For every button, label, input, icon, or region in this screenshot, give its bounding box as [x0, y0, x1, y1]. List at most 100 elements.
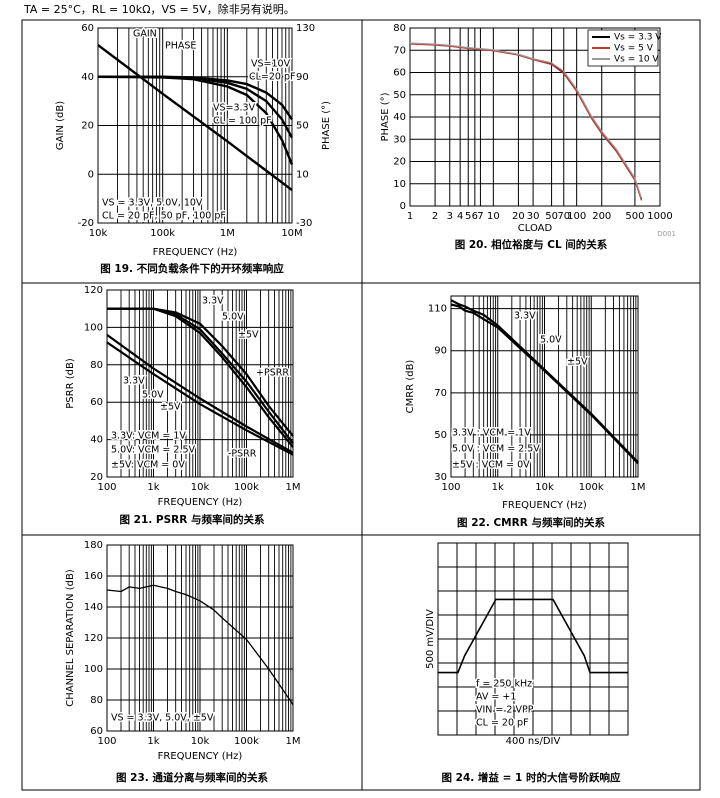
figure-caption: 图 21. PSRR 与频率间的关系: [120, 513, 265, 526]
annotation: 3.3V: [514, 311, 536, 322]
series-line: [409, 42, 643, 200]
figure-caption: 图 20. 相位裕度与 CL 间的关系: [455, 238, 608, 251]
figure-caption: 图 19. 不同负载条件下的开环频率响应: [100, 262, 284, 275]
y-tick-label: 30: [434, 472, 447, 483]
x-axis-label: FREQUENCY (Hz): [502, 500, 587, 511]
series-line: [97, 75, 294, 165]
y-tick-label: 0: [400, 201, 406, 212]
annotation: VS=3.3V: [213, 103, 256, 114]
x-tick-label: 30: [527, 211, 540, 222]
annotation: VS = 3.3V, 5.0V, 10V: [102, 198, 203, 209]
x-tick-label: 1M: [220, 228, 235, 239]
annotation: 3.3V: VCM = 1V: [111, 431, 186, 442]
y-axis-label: GAIN (dB): [55, 101, 66, 150]
annotation: +PSRR: [256, 368, 289, 379]
x-tick-label: 100k: [579, 482, 604, 493]
x-tick-label: 100k: [234, 482, 259, 493]
annotation: CL=20 pF: [249, 72, 296, 83]
y-tick-label: 20: [81, 121, 94, 132]
annotation: 3.3V: [123, 376, 145, 387]
x-tick-label: 100: [97, 482, 116, 493]
x-tick-label: 1k: [147, 736, 159, 747]
annotation: PHASE: [165, 41, 196, 52]
x-tick-label: 50: [545, 211, 558, 222]
y-tick-label: 30: [393, 134, 406, 145]
y-tick-label: 60: [81, 23, 94, 34]
annotation: -PSRR: [228, 449, 257, 460]
x-tick-label: 1M: [286, 736, 301, 747]
x-tick-label: 10k: [191, 482, 210, 493]
x-tick-label: 4: [457, 211, 463, 222]
y-axis-label: 500 mV/DIV: [425, 609, 436, 669]
x-tick-label: 500: [625, 211, 644, 222]
x-tick-label: 1: [407, 211, 413, 222]
x-tick-label: 7: [477, 211, 483, 222]
x-axis-label: FREQUENCY (Hz): [153, 247, 238, 258]
annotation: 5.0V: VCM = 2.5V: [111, 445, 195, 456]
x-tick-label: 6: [472, 211, 478, 222]
y-tick-label: 110: [428, 304, 447, 315]
y2-tick-label: 10: [296, 169, 309, 180]
x-tick-label: 100: [567, 211, 586, 222]
x-axis-label: FREQUENCY (Hz): [158, 497, 243, 508]
plot-frame: [106, 289, 294, 478]
series-line: [438, 598, 628, 674]
x-tick-label: 200: [592, 211, 611, 222]
x-tick-label: 1000: [647, 211, 672, 222]
x-tick-label: 1k: [147, 482, 159, 493]
annotation: ±5V: [238, 330, 259, 341]
series-line: [98, 75, 294, 139]
annotation: GAIN: [133, 29, 157, 40]
x-tick-label: 20: [512, 211, 525, 222]
x-tick-label: 1M: [631, 482, 646, 493]
series-line: [106, 584, 294, 705]
y2-tick-label: 90: [296, 72, 309, 83]
plot-frame: [409, 27, 661, 207]
annotation: ±5V: [160, 402, 181, 413]
y2-tick-label: 50: [296, 121, 309, 132]
annotation: 5.0V: [222, 312, 244, 323]
x-tick-label: 100: [97, 736, 116, 747]
legend-label: Vs = 5 V: [614, 44, 654, 54]
y-axis-label: CHANNEL SEPARATION (dB): [65, 569, 76, 707]
plot-frame: [97, 27, 293, 224]
x-tick-label: 3: [447, 211, 453, 222]
y-tick-label: 90: [434, 346, 447, 357]
figure-caption: 图 23. 通道分离与频率间的关系: [116, 771, 268, 784]
annotation: ±5V: VCM = 0V: [111, 460, 185, 471]
y-axis-label: PHASE (°): [380, 92, 391, 141]
legend-label: Vs = 3.3 V: [614, 33, 662, 43]
y-tick-label: 100: [84, 664, 103, 675]
x-tick-label: 10k: [89, 228, 108, 239]
x-tick-label: 10k: [191, 736, 210, 747]
annotation: AV = +1: [476, 692, 516, 703]
x-axis-label: 400 ns/DIV: [506, 736, 561, 747]
y-tick-label: 80: [393, 23, 406, 34]
x-tick-label: 70: [557, 211, 570, 222]
x-tick-label: 5: [465, 211, 471, 222]
annotation: f = 250 kHz: [476, 679, 532, 690]
annotation: ±5V: [567, 357, 588, 368]
y2-tick-label: -30: [296, 218, 312, 229]
y-tick-label: 50: [393, 90, 406, 101]
y-tick-label: 70: [434, 388, 447, 399]
plot-frame: [437, 542, 629, 736]
x-axis-label: CLOAD: [518, 223, 553, 234]
y-tick-label: 60: [393, 68, 406, 79]
y-tick-label: 40: [90, 435, 103, 446]
x-axis-label: FREQUENCY (Hz): [158, 751, 243, 762]
y-tick-label: 80: [90, 360, 103, 371]
annotation: 3.3V: [202, 296, 224, 307]
y-tick-label: 50: [434, 430, 447, 441]
annotation: VS=10V: [251, 59, 291, 70]
annotation: 5.0V: [540, 335, 562, 346]
y-tick-label: 70: [393, 45, 406, 56]
y-tick-label: -20: [78, 218, 94, 229]
y-axis-label: CMRR (dB): [405, 360, 416, 414]
series-line: [450, 303, 639, 465]
y-tick-label: 60: [90, 397, 103, 408]
x-tick-label: 1M: [286, 482, 301, 493]
y-tick-label: 140: [84, 602, 103, 613]
series-line: [106, 334, 294, 454]
